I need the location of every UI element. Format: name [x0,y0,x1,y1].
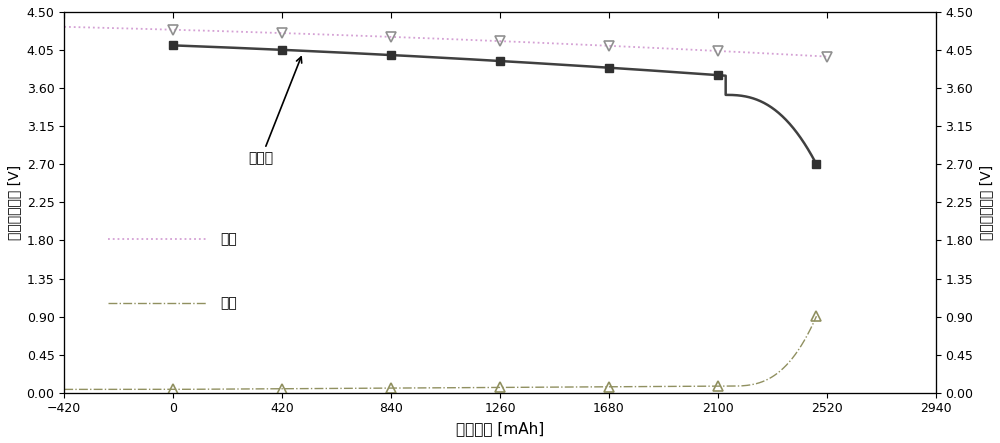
Text: 全电池: 全电池 [248,57,302,166]
X-axis label: 放电容量 [mAh]: 放电容量 [mAh] [456,421,544,436]
Text: 负极: 负极 [220,296,237,310]
Y-axis label: 负极平衡电位 [V]: 负极平衡电位 [V] [979,165,993,240]
Text: 正极: 正极 [220,232,237,246]
Y-axis label: 正极平衡电位 [V]: 正极平衡电位 [V] [7,165,21,240]
